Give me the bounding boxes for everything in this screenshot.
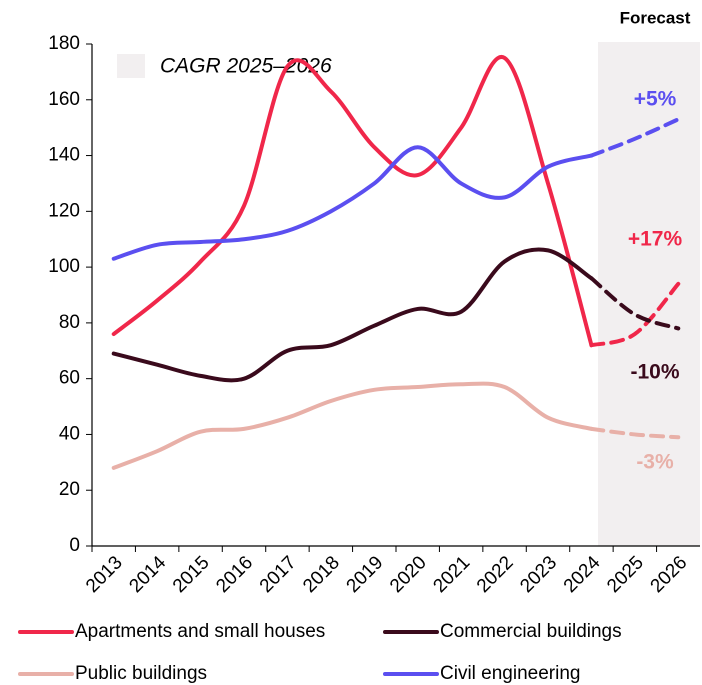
legend-label: Public buildings [75,663,207,684]
x-tick-label: 2024 [560,552,605,597]
legend-label: Civil engineering [440,663,580,684]
y-tick-label: 140 [48,145,80,166]
x-tick-label: 2020 [386,552,431,597]
forecast-line [589,281,681,348]
annotation: +17% [628,228,683,251]
forecast-line [589,426,681,440]
x-tick-label: 2026 [647,552,692,597]
forecast-line [589,117,681,158]
line [111,247,594,383]
x-tick-label: 2025 [603,552,648,597]
legend-label: Commercial buildings [440,621,622,642]
x-tick-label: 2018 [299,552,344,597]
line [111,55,594,348]
y-tick-label: 180 [48,33,80,54]
x-tick-label: 2021 [429,552,474,597]
legend-title: CAGR 2025–2026 [160,55,332,78]
x-tick-label: 2016 [212,552,257,597]
x-tick-label: 2022 [473,552,518,597]
x-tick-label: 2019 [343,552,388,597]
line [111,145,594,261]
y-tick-label: 40 [59,423,80,444]
y-tick-label: 120 [48,200,80,221]
x-tick-label: 2023 [516,552,561,597]
y-tick-label: 20 [59,479,80,500]
annotation: -3% [636,451,674,474]
line [111,381,594,470]
legend-label: Apartments and small houses [75,621,325,642]
y-tick-label: 60 [59,368,80,389]
y-tick-label: 80 [59,312,80,333]
legend-swatch [117,54,145,78]
x-tick-label: 2013 [82,552,127,597]
forecast-line [589,276,681,331]
x-tick-label: 2017 [256,552,301,597]
y-tick-label: 100 [48,256,80,277]
x-tick-label: 2015 [169,552,214,597]
x-tick-label: 2014 [125,552,170,597]
annotation: -10% [630,361,679,384]
annotation: +5% [634,88,677,111]
forecast-shade [598,42,700,546]
y-tick-label: 160 [48,89,80,110]
forecast-label: Forecast [620,8,691,27]
y-tick-label: 0 [69,535,80,556]
